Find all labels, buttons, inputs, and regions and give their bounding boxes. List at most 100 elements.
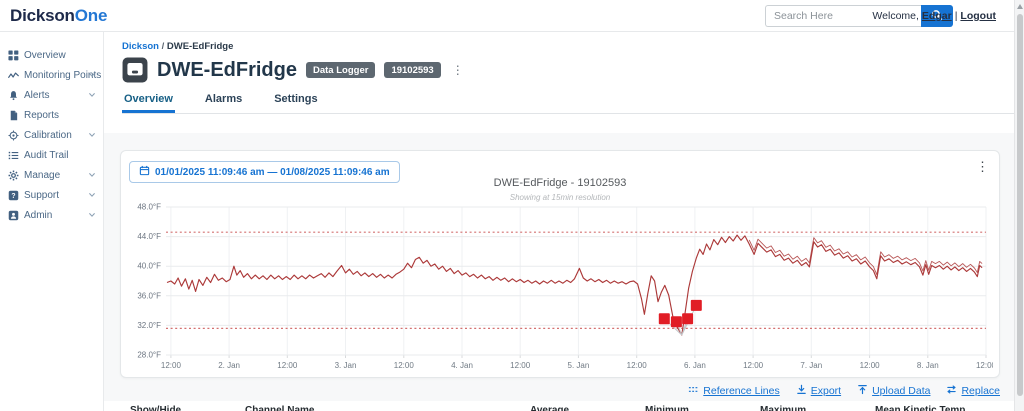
action-label: Reference Lines — [703, 385, 780, 397]
sidebar-item-label: Admin — [24, 209, 53, 221]
device-type-badge: Data Logger — [306, 62, 376, 78]
download-icon — [796, 384, 807, 398]
calendar-icon — [139, 165, 150, 179]
wave-icon — [8, 70, 19, 81]
col-average: Average — [530, 404, 570, 411]
sidebar-nav: Overview Monitoring Points Alerts Reports Ca… — [0, 32, 104, 411]
device-serial-badge: 19102593 — [384, 62, 441, 78]
sidebar-item-audit-trail[interactable]: Audit Trail — [0, 145, 103, 165]
svg-text:48.0°F: 48.0°F — [137, 203, 161, 212]
sidebar-item-monitoring-points[interactable]: Monitoring Points — [0, 65, 103, 85]
support-icon: ? — [8, 190, 19, 201]
chevron-down-icon — [88, 171, 96, 179]
sidebar-item-label: Support — [24, 189, 60, 201]
reference-lines-link[interactable]: Reference Lines — [688, 384, 780, 398]
svg-text:12:00: 12:00 — [394, 361, 415, 370]
svg-text:3. Jan: 3. Jan — [335, 361, 357, 370]
sidebar-item-alerts[interactable]: Alerts — [0, 85, 103, 105]
main-area: Dickson / DWE-EdFridge DWE-EdFridge Data… — [104, 32, 1014, 411]
svg-text:?: ? — [11, 192, 15, 199]
chevron-down-icon — [88, 131, 96, 139]
replace-link[interactable]: Replace — [946, 384, 1000, 398]
sidebar-item-support[interactable]: ? Support — [0, 185, 103, 205]
data-logger-icon — [122, 57, 148, 83]
chart-actions: Reference Lines Export Upload Data Replace — [688, 384, 1000, 398]
tab-overview[interactable]: Overview — [122, 93, 175, 113]
col-mean-kinetic-temp: Mean Kinetic Temp — [875, 404, 966, 411]
chart-menu-kebab-icon[interactable]: ⋮ — [976, 159, 989, 174]
search-input[interactable] — [765, 5, 921, 27]
scrollbar-up-arrow-icon[interactable] — [1017, 4, 1023, 9]
breadcrumb: Dickson / DWE-EdFridge — [122, 41, 1014, 52]
bell-icon — [8, 90, 19, 101]
sidebar-item-label: Monitoring Points — [24, 69, 102, 81]
chevron-down-icon — [88, 91, 96, 99]
page-scrollbar — [1014, 0, 1024, 411]
chevron-down-icon — [88, 71, 96, 79]
search-button[interactable] — [921, 5, 953, 27]
grid-icon — [8, 49, 19, 61]
overview-content: 01/01/2025 11:09:46 am — 01/08/2025 11:0… — [104, 133, 1014, 411]
channel-table: Show/Hide Channel Name Average Minimum M… — [104, 401, 1014, 411]
col-minimum: Minimum — [645, 404, 689, 411]
svg-text:12:00: 12:00 — [976, 361, 993, 370]
device-title-row: DWE-EdFridge Data Logger 19102593 ⋮ — [122, 57, 1014, 83]
device-tabs: Overview Alarms Settings — [122, 93, 1014, 114]
audit-icon — [8, 150, 19, 161]
svg-text:12:00: 12:00 — [161, 361, 182, 370]
svg-text:6. Jan: 6. Jan — [684, 361, 706, 370]
sidebar-item-label: Reports — [24, 109, 60, 121]
date-range-button[interactable]: 01/01/2025 11:09:46 am — 01/08/2025 11:0… — [129, 161, 400, 183]
sidebar-item-label: Alerts — [24, 89, 50, 101]
top-header: DicksonOne Welcome, Edgar | Logout — [0, 0, 1014, 32]
sidebar-item-calibration[interactable]: Calibration — [0, 125, 103, 145]
action-label: Upload Data — [872, 385, 931, 397]
upload-data-link[interactable]: Upload Data — [857, 384, 930, 398]
date-range-label: 01/01/2025 11:09:46 am — 01/08/2025 11:0… — [155, 166, 390, 178]
welcome-text: Welcome, — [872, 10, 919, 22]
chart-title: DWE-EdFridge - 19102593 — [493, 177, 627, 189]
gear-icon — [8, 170, 19, 181]
scrollbar-thumb[interactable] — [1016, 14, 1023, 396]
svg-text:28.0°F: 28.0°F — [137, 351, 161, 360]
temperature-chart[interactable]: 48.0°F 44.0°F 40.0°F 36.0°F 32.0°F 28.0°F 12:0… — [129, 199, 996, 375]
sidebar-item-label: Calibration — [24, 129, 72, 141]
temperature-line-chart-svg[interactable]: 48.0°F44.0°F40.0°F36.0°F32.0°F28.0°F12:0… — [129, 199, 996, 375]
user-link[interactable]: Edgar — [921, 10, 952, 22]
svg-text:4. Jan: 4. Jan — [451, 361, 473, 370]
search-icon — [931, 9, 943, 24]
page-title: DWE-EdFridge — [157, 58, 297, 81]
svg-text:8. Jan: 8. Jan — [917, 361, 939, 370]
device-menu-kebab-icon[interactable]: ⋮ — [451, 63, 464, 77]
global-search — [765, 5, 953, 27]
sidebar-item-admin[interactable]: Admin — [0, 205, 103, 225]
sidebar-item-reports[interactable]: Reports — [0, 105, 103, 125]
col-show-hide: Show/Hide — [130, 404, 182, 411]
chart-card: 01/01/2025 11:09:46 am — 01/08/2025 11:0… — [120, 150, 1000, 378]
sidebar-item-label: Overview — [24, 49, 66, 61]
svg-text:12:00: 12:00 — [627, 361, 648, 370]
col-channel-name: Channel Name — [245, 404, 315, 411]
svg-text:12:00: 12:00 — [510, 361, 531, 370]
svg-text:36.0°F: 36.0°F — [137, 291, 161, 300]
sidebar-item-overview[interactable]: Overview — [0, 45, 103, 65]
svg-text:12:00: 12:00 — [860, 361, 881, 370]
export-link[interactable]: Export — [796, 384, 841, 398]
logo-dickson: Dickson — [10, 5, 75, 25]
sidebar-item-manage[interactable]: Manage — [0, 165, 103, 185]
logout-link[interactable]: Logout — [960, 10, 996, 22]
breadcrumb-current: DWE-EdFridge — [166, 41, 234, 52]
svg-text:12:00: 12:00 — [743, 361, 764, 370]
action-label: Replace — [961, 385, 1000, 397]
tab-alarms[interactable]: Alarms — [204, 93, 243, 105]
chevron-down-icon — [88, 191, 96, 199]
svg-text:40.0°F: 40.0°F — [137, 262, 161, 271]
calibration-icon — [8, 130, 19, 141]
dicksonone-logo[interactable]: DicksonOne — [10, 6, 107, 26]
tab-settings[interactable]: Settings — [274, 93, 318, 105]
sidebar-item-label: Audit Trail — [24, 149, 69, 161]
svg-text:44.0°F: 44.0°F — [137, 232, 161, 241]
upload-icon — [857, 384, 868, 398]
breadcrumb-root-link[interactable]: Dickson — [122, 41, 159, 52]
